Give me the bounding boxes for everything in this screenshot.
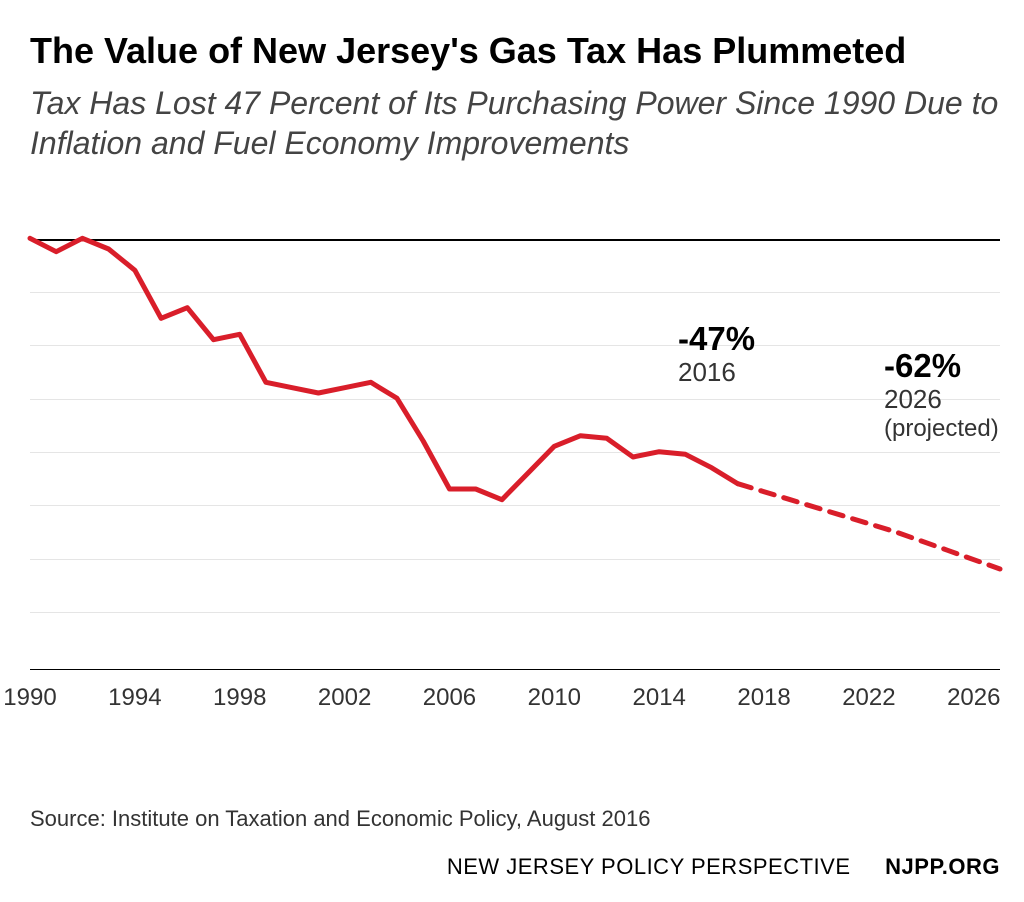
projected-line [738,484,1000,569]
annotation-percent: -62% [884,347,999,385]
annotation-year: 2026 [884,385,999,415]
x-tick-label: 2026 [947,684,1000,712]
x-tick-label: 1990 [3,684,56,712]
footer: NEW JERSEY POLICY PERSPECTIVE NJPP.ORG [447,854,1000,880]
x-axis: 1990199419982002200620102014201820222026 [30,669,1000,725]
plot-region: -47%2016 -62%2026(projected) [30,185,1000,665]
chart-title: The Value of New Jersey's Gas Tax Has Pl… [30,30,1004,71]
x-tick-label: 1998 [213,684,266,712]
x-tick-label: 2018 [737,684,790,712]
annotation-percent: -47% [678,320,755,358]
x-tick-label: 2002 [318,684,371,712]
x-tick-label: 2022 [842,684,895,712]
annotation-projected: (projected) [884,415,999,443]
footer-url: NJPP.ORG [885,854,1000,879]
annotation: -47%2016 [678,320,755,388]
x-tick-label: 2014 [632,684,685,712]
line-chart-svg [30,185,1000,665]
footer-org: NEW JERSEY POLICY PERSPECTIVE [447,854,851,879]
historical-line [30,239,738,500]
annotation: -62%2026(projected) [884,347,999,442]
x-tick-label: 1994 [108,684,161,712]
source-text: Source: Institute on Taxation and Econom… [30,806,650,832]
chart-subtitle: Tax Has Lost 47 Percent of Its Purchasin… [30,83,1004,163]
annotation-year: 2016 [678,358,755,388]
x-tick-label: 2010 [528,684,581,712]
x-tick-label: 2006 [423,684,476,712]
chart-area: -47%2016-62%2026(projected) 199019941998… [30,185,1000,725]
